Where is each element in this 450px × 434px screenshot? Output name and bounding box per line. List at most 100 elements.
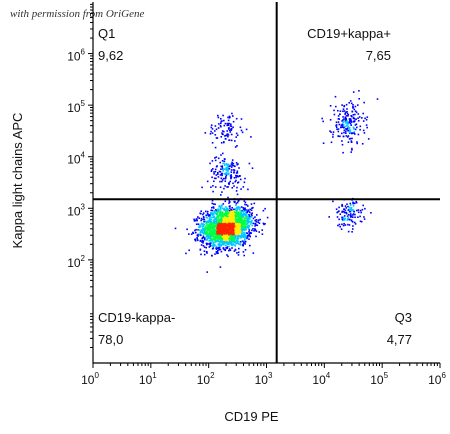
- event-dot: [217, 247, 219, 249]
- event-dot: [230, 241, 233, 243]
- event-dot: [349, 120, 351, 122]
- event-dot: [337, 115, 340, 117]
- event-dot: [245, 223, 248, 226]
- event-dot: [244, 235, 246, 238]
- event-dot: [322, 120, 324, 123]
- event-dot: [237, 181, 240, 183]
- event-dot: [236, 208, 239, 210]
- event-dot: [354, 110, 357, 112]
- event-dot: [350, 131, 353, 134]
- event-dot: [240, 222, 243, 224]
- event-dot: [359, 128, 361, 131]
- event-dot: [351, 209, 354, 211]
- event-dot: [237, 237, 240, 240]
- event-dot: [237, 211, 240, 213]
- event-dot: [229, 240, 231, 243]
- event-dot: [216, 137, 219, 139]
- event-dot: [229, 175, 232, 177]
- event-dot: [214, 217, 217, 219]
- event-dot: [209, 230, 211, 233]
- event-dot: [232, 227, 235, 230]
- event-dot: [213, 171, 215, 173]
- event-dot: [247, 222, 249, 225]
- event-dot: [211, 213, 214, 216]
- event-dot: [356, 126, 358, 129]
- event-dot: [233, 250, 236, 252]
- y-axis-ticks: 102 103 104 105 106: [67, 3, 93, 348]
- event-dot: [206, 252, 208, 254]
- event-dot: [216, 240, 218, 242]
- event-dot: [219, 186, 222, 188]
- event-dot: [219, 235, 222, 238]
- event-dot: [226, 230, 228, 233]
- event-dot: [235, 213, 238, 215]
- event-dot: [210, 186, 212, 188]
- event-dot: [360, 220, 363, 223]
- event-dot: [361, 208, 364, 211]
- event-dot: [347, 209, 350, 211]
- event-dot: [339, 110, 342, 112]
- event-dot: [336, 211, 338, 214]
- event-dot: [234, 146, 237, 148]
- x-tick-exponent: 6: [441, 371, 446, 380]
- event-dot: [235, 179, 237, 182]
- event-dot: [212, 207, 215, 209]
- event-dot: [235, 208, 237, 210]
- event-dot: [202, 223, 204, 225]
- event-dot: [231, 240, 234, 243]
- event-dot: [226, 167, 229, 169]
- event-dot: [202, 213, 204, 216]
- event-dot: [235, 224, 238, 227]
- event-dot: [229, 180, 231, 183]
- event-dot: [230, 176, 232, 178]
- event-dot: [332, 131, 335, 133]
- event-dot: [243, 181, 246, 184]
- event-dot: [357, 120, 360, 122]
- event-dot: [232, 237, 234, 239]
- event-dot: [229, 243, 232, 245]
- event-dot: [223, 227, 226, 230]
- event-dot: [351, 221, 354, 223]
- event-dot: [211, 214, 214, 217]
- event-dot: [222, 203, 225, 205]
- event-dot: [224, 232, 227, 235]
- event-dot: [224, 234, 226, 237]
- event-dot: [353, 210, 355, 213]
- event-dot: [346, 120, 348, 122]
- event-dot: [225, 247, 227, 249]
- event-dot: [237, 221, 240, 223]
- event-dot: [244, 220, 246, 222]
- event-dot: [218, 220, 221, 223]
- event-dot: [230, 239, 232, 241]
- event-dot: [217, 215, 219, 218]
- event-dot: [223, 221, 225, 223]
- event-dot: [242, 228, 245, 230]
- event-dot: [240, 235, 243, 237]
- event-dot: [359, 220, 362, 223]
- event-dot: [226, 186, 228, 188]
- event-dot: [200, 234, 202, 237]
- event-dot: [218, 223, 221, 225]
- event-dot: [350, 220, 353, 222]
- event-dot: [209, 227, 211, 230]
- event-dot: [207, 214, 209, 216]
- event-dot: [345, 125, 348, 127]
- event-dot: [239, 230, 242, 233]
- event-dot: [217, 157, 220, 160]
- event-dot: [226, 134, 228, 137]
- event-dot: [221, 133, 224, 135]
- event-dot: [235, 228, 238, 231]
- event-dot: [218, 236, 220, 238]
- event-dot: [335, 105, 337, 108]
- event-dot: [349, 130, 351, 133]
- event-dot: [216, 222, 219, 225]
- event-dot: [215, 177, 217, 180]
- event-dot: [230, 236, 233, 238]
- event-dot: [243, 226, 246, 228]
- event-dot: [359, 215, 361, 218]
- event-dot: [348, 127, 350, 130]
- event-dot: [242, 207, 245, 209]
- event-dot: [244, 234, 247, 236]
- event-dot: [242, 186, 245, 188]
- event-dot: [196, 237, 198, 239]
